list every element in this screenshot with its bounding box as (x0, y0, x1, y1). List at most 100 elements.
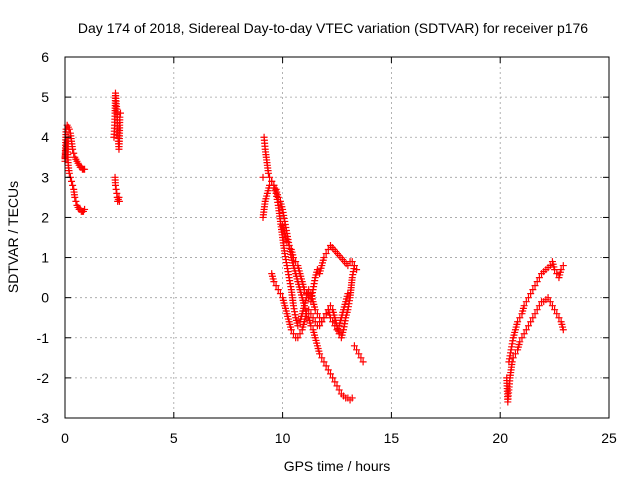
x-tick-label: 0 (61, 430, 69, 446)
data-point-segment-4-upper (559, 262, 567, 270)
grid-lines (65, 57, 609, 418)
data-point-segment-3-upper (316, 350, 324, 358)
data-point-segment-3-upper (320, 358, 328, 366)
data-point-segment-3-loop (311, 318, 319, 326)
data-point-segment-4-upper (527, 290, 535, 298)
x-tick-label: 10 (275, 430, 291, 446)
data-point-segment-4-upper (533, 278, 541, 286)
data-point-segment-4-lower (516, 338, 524, 346)
data-point-segment-4-upper (531, 282, 539, 290)
data-point-segment-3-loop (329, 318, 337, 326)
x-tick-label: 15 (384, 430, 400, 446)
data-point-segment-1b (65, 169, 73, 177)
data-point-segment-4-upper (520, 302, 528, 310)
y-tick-label: 1 (41, 250, 49, 266)
data-point-segment-3-upper (331, 378, 339, 386)
data-point-segment-3-branch (348, 258, 356, 266)
data-point-segment-3-upper (324, 366, 332, 374)
data-point-segment-1a (65, 125, 73, 133)
data-point-segment-3-loop (333, 326, 341, 334)
chart-title: Day 174 of 2018, Sidereal Day-to-day VTE… (78, 20, 588, 36)
data-point-segment-3-branch (289, 254, 297, 262)
data-point-segment-3-upper (350, 342, 358, 350)
data-point-segment-4-lower (548, 302, 556, 310)
data-point-segment-4-lower (546, 298, 554, 306)
data-point-segment-3-upper (307, 322, 315, 330)
data-point-segment-3-upper (259, 173, 267, 181)
plot-frame (64, 56, 610, 419)
data-point-segment-4-upper (514, 318, 522, 326)
data-point-segment-2 (115, 197, 123, 205)
data-point-segment-3-upper (318, 354, 326, 362)
y-tick-label: 0 (41, 290, 49, 306)
data-point-segment-2 (112, 185, 120, 193)
y-tick-label: -3 (37, 410, 50, 426)
data-point-segment-4-lower (533, 306, 541, 314)
data-point-segment-1b (68, 177, 76, 185)
data-point-segment-4-upper (557, 266, 565, 274)
data-point-segment-4-lower (555, 314, 563, 322)
y-tick-label: 2 (41, 209, 49, 225)
data-point-segment-4-lower (553, 310, 561, 318)
data-point-segment-2 (116, 109, 124, 117)
data-point-segment-3-branch (353, 266, 361, 274)
data-point-segment-4-upper (529, 286, 537, 294)
data-point-segment-4-lower (535, 302, 543, 310)
data-point-segment-3-branch (303, 290, 311, 298)
data-point-segment-3-branch (285, 242, 293, 250)
data-point-segment-1b (81, 205, 89, 213)
data-point-segment-1b (69, 181, 77, 189)
data-point-segment-4-upper (516, 314, 524, 322)
data-point-segment-3-loop (270, 278, 278, 286)
y-tick-label: 3 (41, 169, 49, 185)
data-point-segment-3-loop (309, 314, 317, 322)
data-point-segment-4-lower (527, 318, 535, 326)
data-point-segment-4-upper (524, 294, 532, 302)
data-point-segment-3-loop (294, 334, 302, 342)
data-point-segment-4-lower (529, 314, 537, 322)
data-point-segment-3-lower (294, 322, 302, 330)
x-tick-labels: 0 5 10 15 20 25 (61, 430, 617, 446)
data-point-segment-1b (71, 193, 79, 201)
data-point-segment-3-upper (326, 370, 334, 378)
data-point-segment-4-upper (535, 274, 543, 282)
data-point-segment-3-branch (322, 250, 330, 258)
data-point-segment-4-lower (524, 322, 532, 330)
data-point-segment-3-upper (322, 362, 330, 370)
data-point-segment-3-loop (289, 330, 297, 338)
data-point-segment-3-upper (355, 350, 363, 358)
data-point-segment-4-lower (511, 350, 519, 358)
data-point-segment-3-branch (344, 262, 352, 270)
data-point-segment-2 (111, 181, 119, 189)
data-point-segment-4-lower (531, 310, 539, 318)
data-point-segment-3-loop (326, 314, 334, 322)
data-point-segment-3-branch (292, 258, 300, 266)
data-point-segment-1a (81, 165, 89, 173)
axis-ticks (64, 56, 610, 419)
data-point-segment-3-loop (296, 330, 304, 338)
data-points (61, 89, 567, 406)
data-point-segment-3-upper (359, 358, 367, 366)
data-point-segment-3-upper (335, 386, 343, 394)
data-point-segment-4-upper (551, 266, 559, 274)
y-tick-label: 5 (41, 89, 49, 105)
data-point-segment-3-loop (316, 322, 324, 330)
data-point-segment-3-upper (357, 354, 365, 362)
data-point-segment-4-lower (522, 326, 530, 334)
data-point-segment-1a (70, 149, 78, 157)
data-point-segment-3-loop (307, 310, 315, 318)
data-point-segment-3-upper (329, 374, 337, 382)
data-point-segment-3-branch (320, 254, 328, 262)
y-tick-label: 4 (41, 129, 49, 145)
data-point-segment-3-loop (287, 326, 295, 334)
data-point-segment-3-lower (268, 177, 276, 185)
data-point-segment-4-lower (551, 306, 559, 314)
data-point-segment-4-lower (518, 334, 526, 342)
data-point-segment-3-loop (276, 290, 284, 298)
data-point-segment-3-loop (318, 318, 326, 326)
data-point-segment-4-lower (520, 330, 528, 338)
data-point-segment-3-branch (300, 286, 308, 294)
y-axis-label: SDTVAR / TECUs (5, 181, 21, 293)
y-tick-label: -1 (37, 330, 50, 346)
